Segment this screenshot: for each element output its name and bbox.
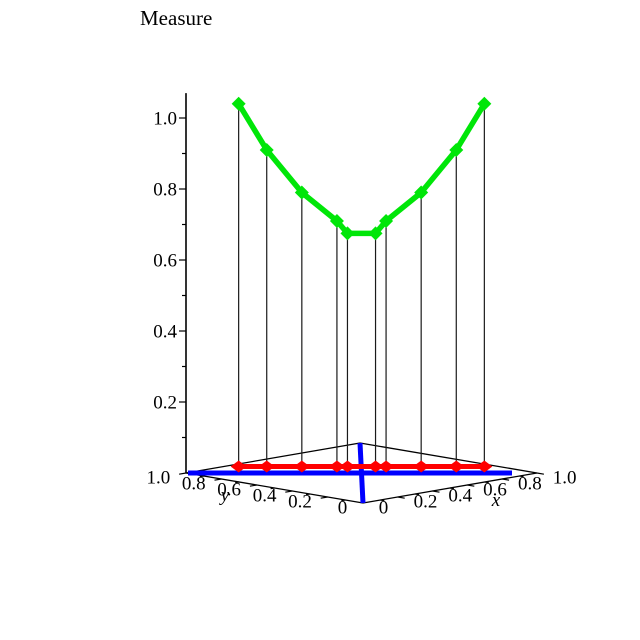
base-projection-marker	[448, 460, 465, 473]
base-projection-marker	[339, 460, 356, 473]
x-tick-label: 0.8	[518, 474, 542, 495]
x-axis-tick	[449, 487, 455, 490]
y-axis-tick	[341, 499, 346, 502]
x-axis-tick	[415, 493, 420, 496]
measure-curve-marker	[477, 96, 492, 111]
x-axis-tick	[536, 472, 545, 475]
x-axis-tick	[397, 496, 405, 499]
base-projection-marker	[378, 460, 395, 473]
y-axis-label: y	[219, 485, 230, 506]
x-axis-label: x	[491, 490, 501, 511]
base-projection-marker	[328, 460, 345, 473]
base-edge	[185, 442, 361, 474]
y-tick-label: 0.2	[288, 492, 312, 513]
x-tick-label: 0.6	[483, 480, 507, 501]
vertical-tick-label: 0.4	[153, 322, 177, 343]
x-tick-label: 0.4	[448, 486, 472, 507]
x-axis-tick	[432, 490, 440, 493]
x-axis-tick	[380, 499, 385, 502]
measure-curve-marker	[231, 96, 246, 111]
base-projection-marker	[293, 460, 310, 473]
measure-curve-marker	[379, 213, 394, 228]
y-axis-tick	[320, 496, 328, 499]
vertical-tick-label: 0.6	[153, 251, 177, 272]
x-axis-tick	[484, 481, 489, 484]
measure-curve-marker	[340, 226, 355, 241]
vertical-tick-label: 0.8	[153, 180, 177, 201]
plot-title: Measure	[140, 6, 213, 30]
measure-curve-marker	[368, 226, 383, 241]
y-axis-tick	[270, 487, 275, 490]
base-projection-marker	[258, 460, 275, 473]
y-tick-label: 1.0	[146, 468, 170, 489]
x-tick-label: 0	[379, 498, 389, 519]
x-axis-tick	[519, 475, 524, 478]
y-tick-label: 0	[338, 498, 348, 519]
y-tick-label: 0.6	[217, 480, 241, 501]
y-axis-tick	[285, 490, 293, 493]
measure-curve-marker	[414, 185, 429, 200]
base-edge	[359, 442, 538, 474]
measure-curve-marker	[294, 185, 309, 200]
y-axis-tick	[214, 478, 222, 481]
base-projection-marker	[367, 460, 384, 473]
y-tick-label: 0.4	[253, 486, 277, 507]
x-tick-label: 1.0	[553, 468, 577, 489]
measure-curve-marker	[449, 142, 464, 157]
y-axis-tick	[179, 472, 187, 475]
base-projection-marker	[230, 460, 247, 473]
y-axis-tick	[249, 484, 257, 487]
base-projection-marker	[476, 460, 493, 473]
measure-curve-line	[236, 102, 487, 237]
measure-curve-marker	[329, 213, 344, 228]
y-axis-tick	[235, 481, 240, 484]
y-axis-tick	[305, 493, 311, 496]
vertical-tick-label: 1.0	[153, 109, 177, 130]
x-axis-tick	[467, 484, 475, 487]
y-axis-tick	[199, 475, 204, 478]
x-axis-tick	[502, 478, 510, 481]
measure-curve-marker	[259, 142, 274, 157]
base-projection-marker	[413, 460, 430, 473]
vertical-tick-label: 0.2	[153, 393, 177, 414]
y-tick-label: 0.8	[182, 474, 206, 495]
x-tick-label: 0.2	[414, 492, 438, 513]
